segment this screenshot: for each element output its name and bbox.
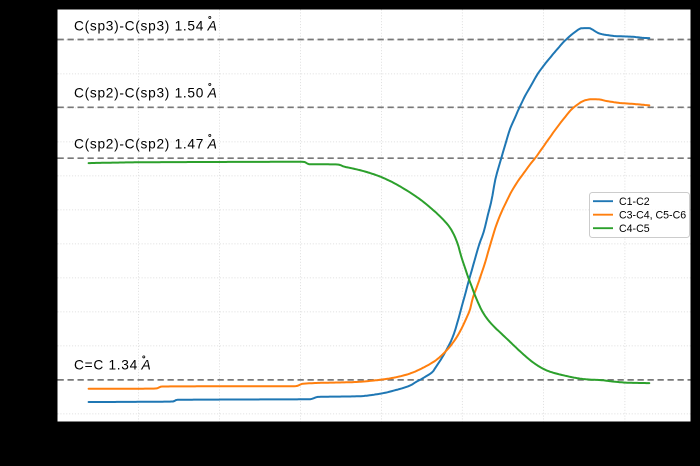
- svg-text:C4-C5: C4-C5: [619, 223, 650, 235]
- svg-text:C(sp2)-C(sp3) 1.50 A: C(sp2)-C(sp3) 1.50 A: [74, 85, 217, 101]
- svg-text:C(sp3)-C(sp3) 1.54 A: C(sp3)-C(sp3) 1.54 A: [74, 18, 217, 34]
- svg-text:C(sp2)-C(sp2) 1.47 A: C(sp2)-C(sp2) 1.47 A: [74, 136, 217, 152]
- svg-text:C1-C2: C1-C2: [619, 196, 650, 208]
- svg-text:C=C 1.34 A: C=C 1.34 A: [74, 357, 151, 373]
- svg-text:C3-C4, C5-C6: C3-C4, C5-C6: [619, 209, 686, 221]
